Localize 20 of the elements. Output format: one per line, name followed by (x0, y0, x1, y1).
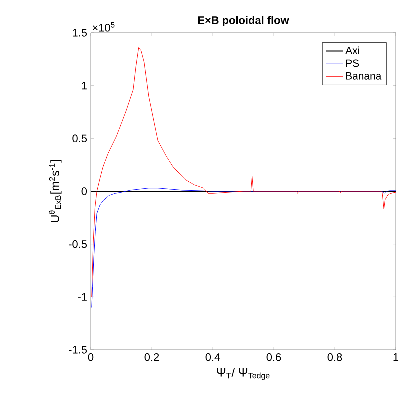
x-tick-label: 0.2 (144, 354, 160, 362)
y-tick-label: 0.5 (72, 134, 88, 143)
x-tick-label: 0.4 (206, 354, 220, 362)
legend-label: Axi (346, 46, 360, 54)
legend-label: PS (346, 60, 360, 68)
y-tick-label: 1.5 (73, 29, 88, 37)
y-axis-title: U$^{θ}$$_{ExB}$[m$^{2}$s$^{-1}$] (49, 160, 62, 222)
y-tick-label: -1 (78, 293, 87, 301)
x-tick-label: 0.8 (328, 354, 342, 362)
chart-title: E×B poloidal flow (198, 16, 290, 26)
y-tick-label: -0.5 (69, 240, 88, 248)
legend-label: Banana (346, 72, 382, 80)
y-tick-label: 1 (82, 82, 87, 90)
text: ×10$^{5}$ (92, 22, 115, 32)
x-tick-label: 1 (394, 354, 399, 362)
y-tick-label: 0 (82, 188, 88, 196)
x-tick-label: 0.6 (266, 354, 282, 362)
x-tick-label: 0 (88, 354, 94, 362)
y-tick-label: -1.5 (69, 346, 88, 354)
x-axis-title: Ψ$_{T}$/ Ψ$_{Tedge}$ (217, 368, 270, 380)
